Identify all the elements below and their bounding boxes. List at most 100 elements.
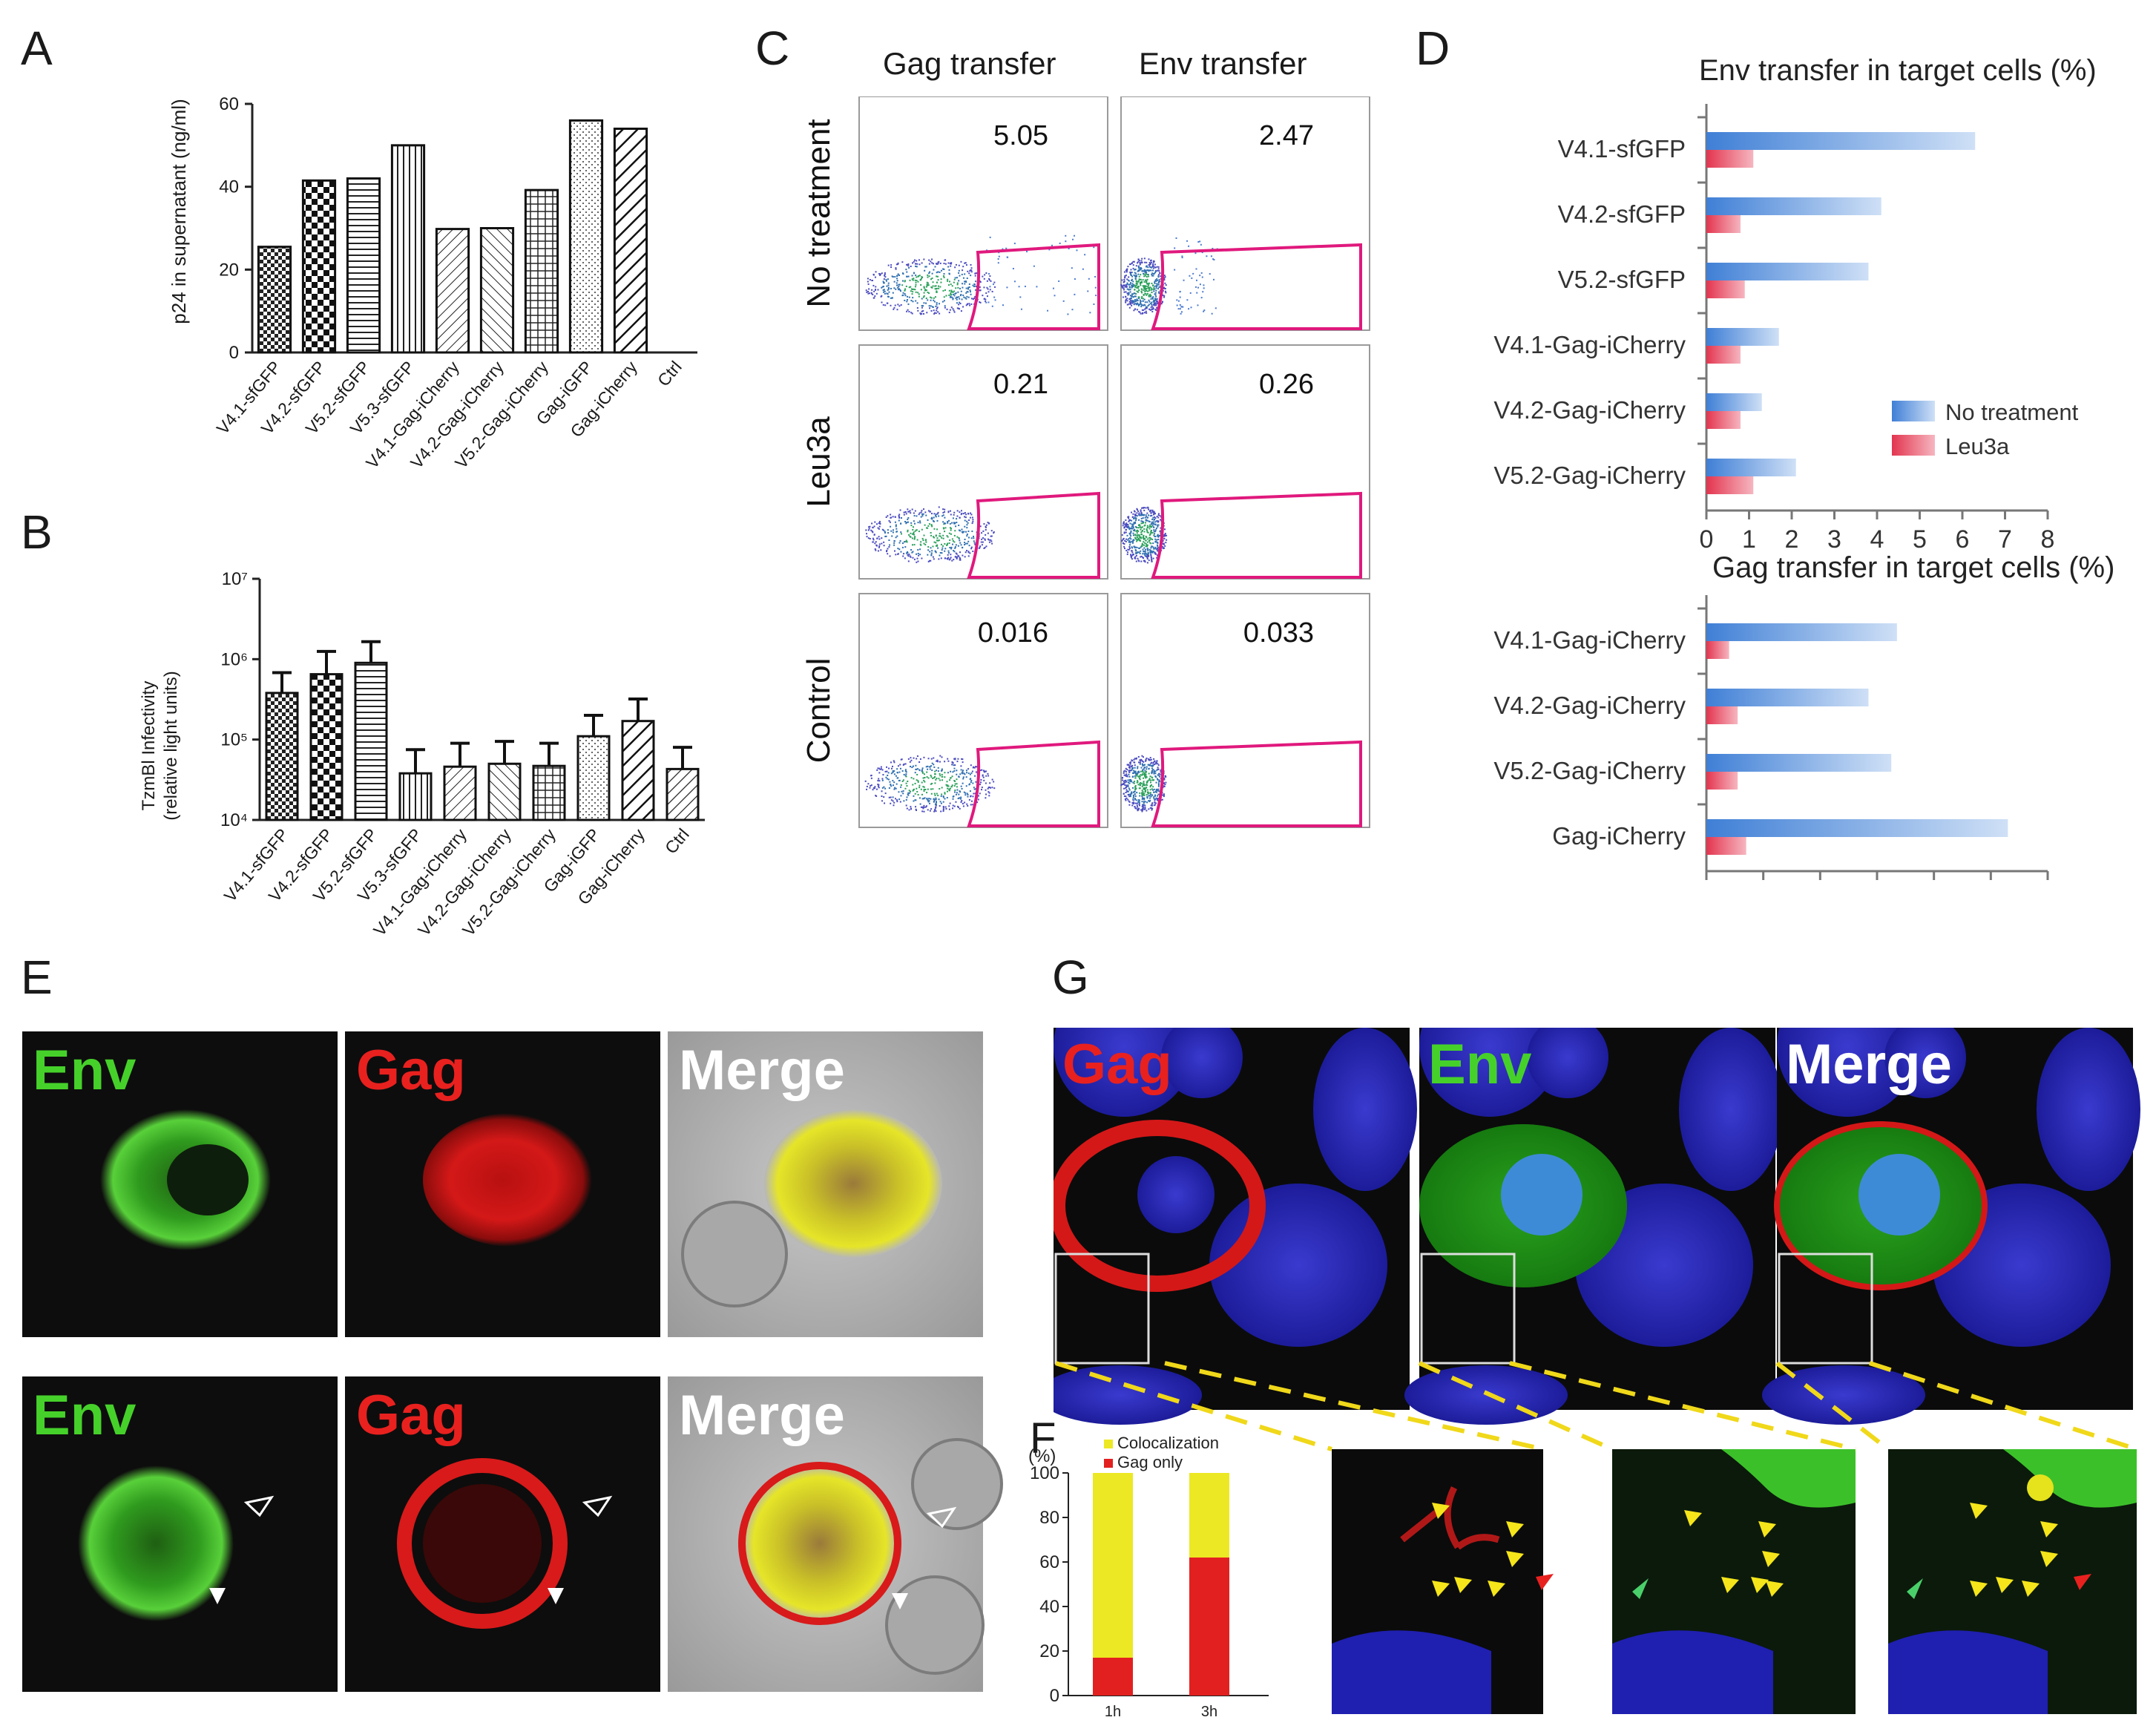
flow-dot <box>1149 286 1151 289</box>
flow-dot <box>962 269 964 272</box>
flow-dot <box>1144 524 1146 526</box>
g-nucleus <box>1884 1028 1966 1098</box>
flow-dot <box>1148 308 1151 310</box>
flow-dot <box>930 765 933 767</box>
flow-dot <box>1151 545 1154 548</box>
g-nucleus <box>1054 1028 1194 1117</box>
panel-g-images: Gag Env Merge <box>1054 1028 2140 1714</box>
flow-dot <box>933 792 936 795</box>
flow-dot <box>981 544 983 546</box>
flow-dot <box>1148 554 1150 557</box>
flow-dot <box>1143 764 1146 767</box>
g-nucleus <box>1679 1028 1783 1191</box>
flow-dot <box>1145 271 1147 273</box>
flow-dot <box>1174 247 1176 249</box>
flow-dot <box>1163 275 1166 277</box>
flow-dot <box>962 805 964 807</box>
flow-dot <box>1146 528 1148 531</box>
flow-dot <box>921 305 923 307</box>
flow-dot <box>1128 547 1131 549</box>
flow-dot <box>1155 763 1157 765</box>
flow-dot <box>1142 304 1144 306</box>
g-nucleus <box>1313 1028 1417 1191</box>
flow-dot <box>990 539 992 541</box>
flow-dot <box>953 805 956 807</box>
flow-dot <box>968 272 970 275</box>
flow-dot <box>973 788 976 790</box>
flow-dot <box>920 284 922 286</box>
flow-dot <box>987 288 989 290</box>
flow-dot <box>918 513 920 516</box>
flow-dot <box>961 528 963 531</box>
flow-dot <box>966 803 968 805</box>
flow-dot <box>953 311 956 313</box>
flow-dot <box>918 520 921 522</box>
flow-dot <box>1154 770 1157 772</box>
flow-dot <box>1149 510 1151 512</box>
flow-dot <box>965 785 967 787</box>
flow-dot <box>1142 791 1144 793</box>
flow-dot <box>939 286 941 288</box>
flow-dot <box>1153 772 1155 775</box>
flow-dot <box>1131 765 1133 767</box>
flow-dot <box>944 508 946 511</box>
flow-dot <box>1128 775 1131 778</box>
flow-dot <box>1131 558 1134 560</box>
flow-dot <box>956 277 958 279</box>
flow-dot <box>969 304 971 306</box>
flow-dot <box>1133 517 1135 519</box>
g-yellow-arrowhead <box>2040 1521 2058 1537</box>
flow-dot <box>975 280 977 283</box>
g-inset-merge-yellow-blob <box>2027 1474 2054 1501</box>
flow-dot <box>1142 771 1144 773</box>
flow-dot <box>1146 312 1148 314</box>
chart-a-bar <box>346 177 381 354</box>
flow-dot <box>910 525 913 527</box>
flow-dot <box>1071 309 1074 311</box>
flow-dot <box>1147 516 1149 519</box>
flow-dot <box>1134 556 1137 558</box>
flow-dot <box>950 283 952 286</box>
flow-dot <box>1128 789 1131 791</box>
flow-dot <box>1152 551 1154 553</box>
flow-dot <box>983 547 985 549</box>
flow-dot <box>1195 268 1197 270</box>
flow-dot <box>974 792 976 795</box>
flow-dot <box>1140 560 1143 562</box>
flow-dot <box>1124 525 1126 528</box>
flow-dot <box>1126 278 1128 280</box>
flow-dot <box>888 291 890 293</box>
flow-dot <box>952 293 954 295</box>
flow-dot <box>864 780 867 782</box>
flow-dot <box>940 269 942 272</box>
flow-dot <box>905 775 907 778</box>
flow-dot <box>1164 528 1166 531</box>
flow-dot <box>984 298 986 300</box>
flow-dot <box>885 280 887 282</box>
flow-dot <box>955 263 957 266</box>
flow-dot <box>877 780 879 782</box>
flow-dot <box>887 293 889 295</box>
flow-dot <box>877 289 879 291</box>
flow-dot <box>987 538 989 540</box>
flow-dot <box>1133 300 1135 302</box>
flow-dot <box>1155 797 1157 799</box>
flow-dot <box>927 768 929 770</box>
flow-dot <box>896 768 898 770</box>
flow-dot <box>1130 538 1132 540</box>
flow-dot <box>1132 532 1134 534</box>
flow-dot <box>905 798 907 801</box>
flow-dot <box>1155 781 1157 784</box>
flow-dot <box>1125 291 1127 293</box>
flow-dot <box>1140 301 1142 303</box>
flow-dot <box>1137 755 1140 758</box>
flow-dot <box>1129 272 1131 275</box>
flow-dot <box>907 555 910 557</box>
flow-dot <box>1135 773 1137 775</box>
chart-d-top: 0 1 2 3 4 5 6 7 8V4.1-sfGFPV4.2-sfGFPV5.2-sfGFPV… <box>1493 104 2054 554</box>
flow-dot <box>991 305 993 307</box>
flow-dot <box>1145 289 1147 291</box>
flow-dot <box>966 535 968 537</box>
flow-dot <box>1132 301 1134 303</box>
flow-dot <box>910 536 912 538</box>
